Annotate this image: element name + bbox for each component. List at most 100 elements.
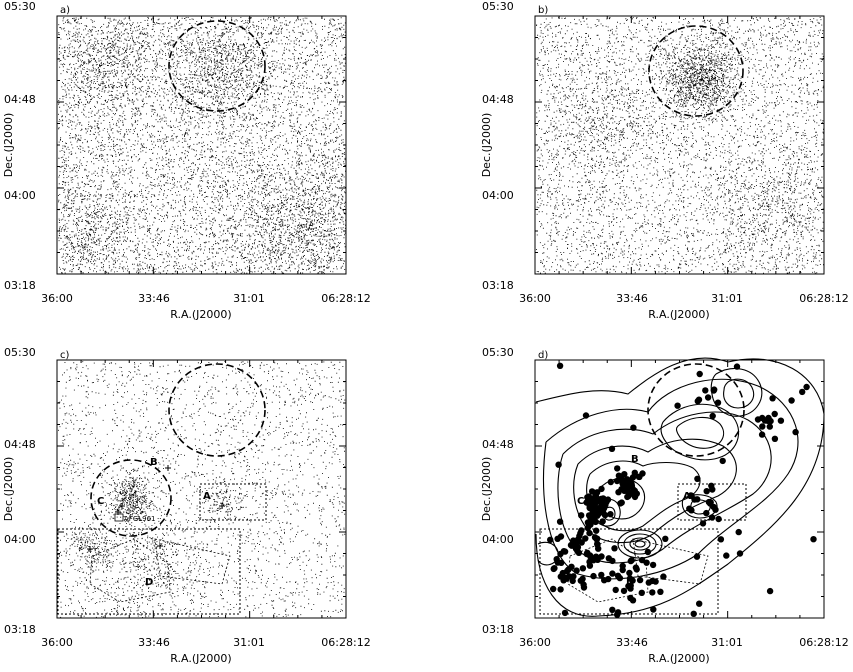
yso-point	[696, 600, 703, 607]
contour-line	[710, 368, 763, 417]
panel-a: a) 36:00 33:46 31:01 06:28:12 R.A.(J2000…	[0, 0, 375, 338]
y-tick-label: 03:18	[4, 623, 36, 636]
yso-point	[593, 527, 600, 534]
yso-point	[582, 535, 589, 542]
axis-ticks	[534, 359, 825, 619]
y-tick-label: 05:30	[4, 346, 36, 359]
source-points	[58, 361, 346, 618]
yso-point	[598, 571, 605, 579]
x-tick-label: 36:00	[41, 636, 73, 649]
yso-point	[550, 585, 557, 593]
region-label-d: D	[145, 577, 153, 588]
x-tick-label: 36:00	[519, 636, 551, 649]
yso-point	[662, 535, 669, 542]
yso-point	[708, 514, 716, 521]
yso-point	[627, 585, 634, 592]
yso-point	[702, 387, 709, 394]
y-tick-label: 04:48	[4, 438, 36, 451]
yso-point	[602, 501, 609, 509]
x-axis-title: R.A.(J2000)	[648, 652, 709, 665]
yso-point	[609, 570, 616, 577]
y-tick-label: 04:00	[4, 533, 36, 546]
panel-label: d)	[538, 350, 548, 361]
contour-line	[629, 537, 651, 551]
axis-ticks	[534, 15, 825, 275]
yso-point	[557, 533, 565, 540]
panel-c: c) A B C D AFGL961 36:00 33:46 31:01 06:…	[0, 334, 375, 672]
yso-point	[649, 589, 656, 596]
plot-frame	[56, 15, 347, 275]
yso-point	[703, 488, 710, 495]
yso-point	[693, 553, 701, 560]
contour-line	[723, 378, 755, 409]
x-tick-label: 36:00	[41, 292, 73, 305]
x-tick-label: 36:00	[519, 292, 551, 305]
yso-point	[694, 475, 701, 482]
yso-point	[628, 557, 635, 564]
chart-b: b) 36:00 33:46 31:01 06:28:12 R.A.(J2000…	[480, 0, 849, 321]
y-tick-label: 05:30	[482, 0, 514, 13]
yso-point	[691, 496, 698, 503]
source-points	[536, 17, 824, 274]
region-label-d: D	[626, 577, 634, 588]
dotted-subregion	[154, 538, 231, 585]
panel-label: b)	[538, 5, 548, 16]
yso-point	[611, 545, 618, 552]
yso-point	[598, 485, 605, 493]
contour-line	[537, 541, 559, 566]
dotted-box-a	[199, 483, 267, 521]
tick-marks	[534, 15, 825, 275]
yso-point	[555, 461, 562, 468]
x-tick-label: 33:46	[616, 636, 648, 649]
yso-point	[614, 611, 621, 618]
yso-point	[688, 507, 695, 514]
yso-point	[788, 397, 795, 404]
yso-point	[547, 536, 554, 543]
contour-line	[543, 378, 799, 580]
plot-frame	[534, 15, 825, 275]
dashed-circle	[168, 20, 266, 112]
dashed-circle-c	[90, 459, 172, 537]
yso-point	[709, 486, 716, 493]
contour-line	[660, 403, 740, 461]
yso-point	[588, 488, 596, 495]
yso-point	[771, 410, 778, 418]
chart-d: d) A B C D 36:00 33:46 31:01 06:28:12 R.…	[480, 346, 849, 665]
y-tick-label: 04:48	[482, 93, 514, 106]
yso-point	[633, 566, 640, 573]
scatter-layer	[58, 361, 346, 618]
yso-point	[619, 566, 626, 574]
yso-point	[607, 478, 614, 486]
yso-point	[792, 428, 799, 436]
yso-point	[630, 424, 637, 431]
yso-point	[636, 473, 643, 481]
panel-label: a)	[60, 5, 70, 16]
x-tick-label: 06:28:12	[799, 292, 848, 305]
yso-point	[799, 388, 806, 396]
yso-point	[607, 511, 614, 518]
x-tick-label: 33:46	[138, 636, 170, 649]
tick-marks	[534, 359, 825, 619]
x-tick-label: 06:28:12	[321, 292, 370, 305]
contour-line	[535, 357, 825, 617]
yso-point	[595, 545, 602, 552]
yso-point	[723, 552, 730, 559]
contour-line	[634, 540, 646, 548]
yso-point	[620, 587, 628, 595]
x-tick-label: 06:28:12	[321, 636, 370, 649]
yso-point	[557, 550, 564, 558]
yso-point	[594, 512, 601, 519]
yso-point	[710, 387, 717, 394]
afgl961-label: AFGL961	[124, 515, 156, 523]
panel-d: d) A B C D 36:00 33:46 31:01 06:28:12 R.…	[478, 334, 853, 672]
yso-point	[629, 577, 636, 584]
yso-point	[810, 536, 817, 543]
yso-point	[587, 553, 594, 560]
yso-point	[556, 362, 564, 369]
yso-point	[758, 431, 766, 438]
yso-point	[599, 518, 606, 525]
yso-point	[650, 606, 657, 613]
plot-frame	[56, 359, 347, 619]
yso-point	[616, 574, 624, 582]
region-label-b: B	[150, 457, 158, 468]
